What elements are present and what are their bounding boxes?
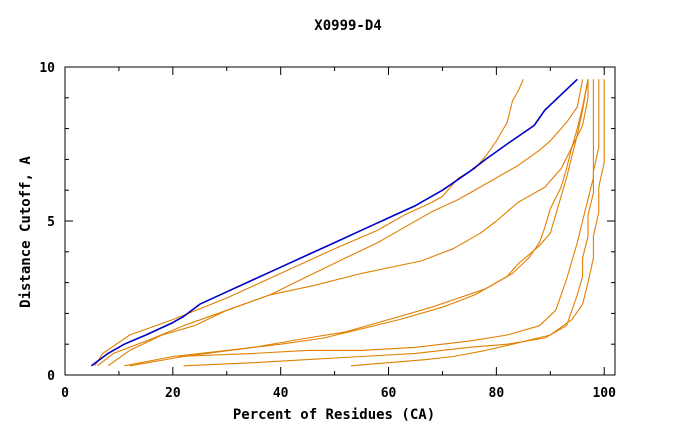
x-tick-label: 0 xyxy=(61,386,69,401)
chart-title: X0999-D4 xyxy=(314,18,381,34)
series-layer xyxy=(90,78,605,367)
x-tick-label: 20 xyxy=(165,386,181,401)
series-line-model-f xyxy=(178,79,594,358)
series-line-model-a xyxy=(94,79,524,367)
series-line-model-e xyxy=(129,79,589,367)
series-line-model-h xyxy=(350,79,605,367)
series-line-highlighted-model xyxy=(90,78,578,367)
x-tick-label: 100 xyxy=(592,386,616,401)
series-line-model-b xyxy=(97,79,584,367)
x-axis-label: Percent of Residues (CA) xyxy=(233,407,435,423)
axis-layer: 0 20 40 60 80 100 0 5 10 xyxy=(39,61,616,401)
x-tick-label: 80 xyxy=(489,386,505,401)
y-tick-label: 10 xyxy=(39,61,55,76)
y-tick-label: 0 xyxy=(47,369,55,384)
y-axis-label: Distance Cutoff, A xyxy=(18,156,34,308)
y-tick-label: 5 xyxy=(47,215,55,230)
series-line-model-g xyxy=(183,79,600,367)
x-tick-label: 40 xyxy=(273,386,289,401)
x-tick-label: 60 xyxy=(381,386,397,401)
series-line-model-d xyxy=(124,79,589,367)
